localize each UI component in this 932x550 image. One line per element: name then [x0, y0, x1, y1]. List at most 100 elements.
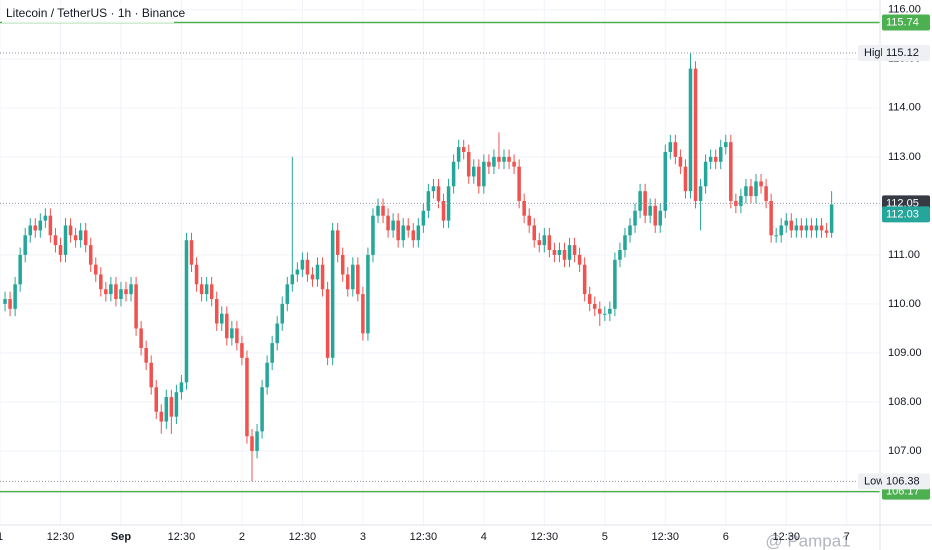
- candle-body: [381, 205, 385, 216]
- candle-body: [184, 240, 189, 383]
- candle-body: [678, 156, 683, 167]
- candle-body: [386, 215, 390, 231]
- x-tick-label: 4: [481, 531, 487, 543]
- candle-body: [603, 313, 607, 315]
- candle-body: [53, 235, 58, 246]
- candle-body: [235, 328, 239, 344]
- candle-body: [582, 264, 587, 295]
- candle-body: [265, 362, 269, 388]
- candle-body: [527, 215, 531, 226]
- marker-name: High: [864, 47, 887, 59]
- candle-body: [431, 186, 436, 192]
- candle-body: [169, 397, 174, 417]
- candle-body: [310, 274, 315, 280]
- candle-body: [340, 254, 345, 275]
- candle-body: [718, 147, 723, 162]
- candle-body: [814, 225, 819, 231]
- candle-body: [537, 240, 542, 246]
- level-box: [882, 14, 930, 31]
- candle-body: [209, 284, 214, 300]
- candle-body: [623, 235, 627, 250]
- candle-body: [315, 264, 320, 280]
- candle-body: [804, 225, 809, 231]
- candle-body: [421, 210, 426, 226]
- candle-body: [134, 284, 138, 329]
- candle-body: [749, 186, 753, 197]
- candle-body: [628, 225, 632, 236]
- candle-body: [819, 225, 824, 231]
- candle-body: [482, 161, 486, 187]
- candle-body: [668, 142, 673, 152]
- marker-name-box: [858, 473, 888, 490]
- candle-body: [708, 156, 713, 162]
- candle-body: [608, 308, 612, 314]
- candle-body: [396, 220, 400, 241]
- candle-body: [18, 254, 22, 285]
- candle-body: [688, 68, 693, 192]
- candle-body: [391, 220, 395, 231]
- candle-body: [648, 205, 652, 216]
- candle-body: [346, 274, 350, 290]
- x-tick-label: 12:30: [772, 531, 800, 543]
- candle-body: [492, 156, 496, 167]
- candle-body: [280, 303, 285, 324]
- candle-body: [371, 215, 375, 255]
- candle-body: [275, 323, 279, 344]
- candle-body: [724, 142, 728, 148]
- y-tick-label: 116.00: [888, 4, 921, 16]
- candle-body: [542, 235, 547, 246]
- candle-body: [250, 436, 254, 451]
- candle-body: [663, 151, 668, 211]
- candle-body: [547, 235, 552, 250]
- candle-body: [295, 269, 300, 275]
- x-tick-label: Sep: [111, 531, 131, 543]
- candle-body: [225, 313, 229, 339]
- watermark: @ Pampa1: [765, 531, 850, 550]
- candle-body: [366, 254, 370, 334]
- candle-body: [658, 210, 663, 226]
- y-tick-label: 109.00: [888, 347, 922, 359]
- candle-body: [729, 142, 733, 201]
- x-tick-label: 12:30: [410, 531, 438, 543]
- candle-body: [48, 215, 53, 236]
- candle-body: [572, 245, 577, 255]
- candle-body: [179, 382, 184, 393]
- candle-body: [598, 308, 602, 314]
- candle-body: [552, 250, 557, 255]
- candle-body: [774, 235, 778, 237]
- x-tick-label: 12:30: [168, 531, 196, 543]
- candle-body: [764, 186, 768, 201]
- candle-body: [461, 147, 466, 152]
- candle-body: [129, 284, 133, 295]
- candle-body: [502, 156, 506, 162]
- candle-body: [119, 289, 123, 300]
- candle-body: [376, 205, 380, 216]
- candle-body: [613, 259, 617, 309]
- candle-body: [592, 303, 597, 309]
- marker-label: 115.12: [886, 47, 919, 59]
- candle-body: [88, 245, 93, 265]
- last-price-label: 112.03: [886, 208, 919, 220]
- x-tick-label: 2: [239, 531, 245, 543]
- candle-body: [28, 225, 33, 236]
- candle-body: [351, 264, 355, 290]
- candle-body: [416, 225, 421, 241]
- candle-body: [562, 250, 567, 260]
- x-tick-label: 12:30: [652, 531, 680, 543]
- candle-body: [477, 166, 481, 187]
- candle-body: [713, 156, 718, 162]
- candle-body: [149, 362, 153, 388]
- marker-name-box: [858, 44, 888, 61]
- candle-body: [466, 151, 471, 177]
- y-tick-label: 111.00: [888, 249, 920, 261]
- level-label: 115.74: [886, 16, 919, 28]
- marker-name: Low: [864, 475, 884, 487]
- candles: [3, 52, 834, 482]
- candle-body: [406, 225, 411, 231]
- candle-body: [809, 225, 814, 231]
- candle-body: [73, 235, 78, 241]
- candle-body: [487, 161, 491, 167]
- x-tick-label: 12:30: [47, 531, 75, 543]
- candle-body: [779, 225, 783, 236]
- candle-body: [824, 230, 829, 233]
